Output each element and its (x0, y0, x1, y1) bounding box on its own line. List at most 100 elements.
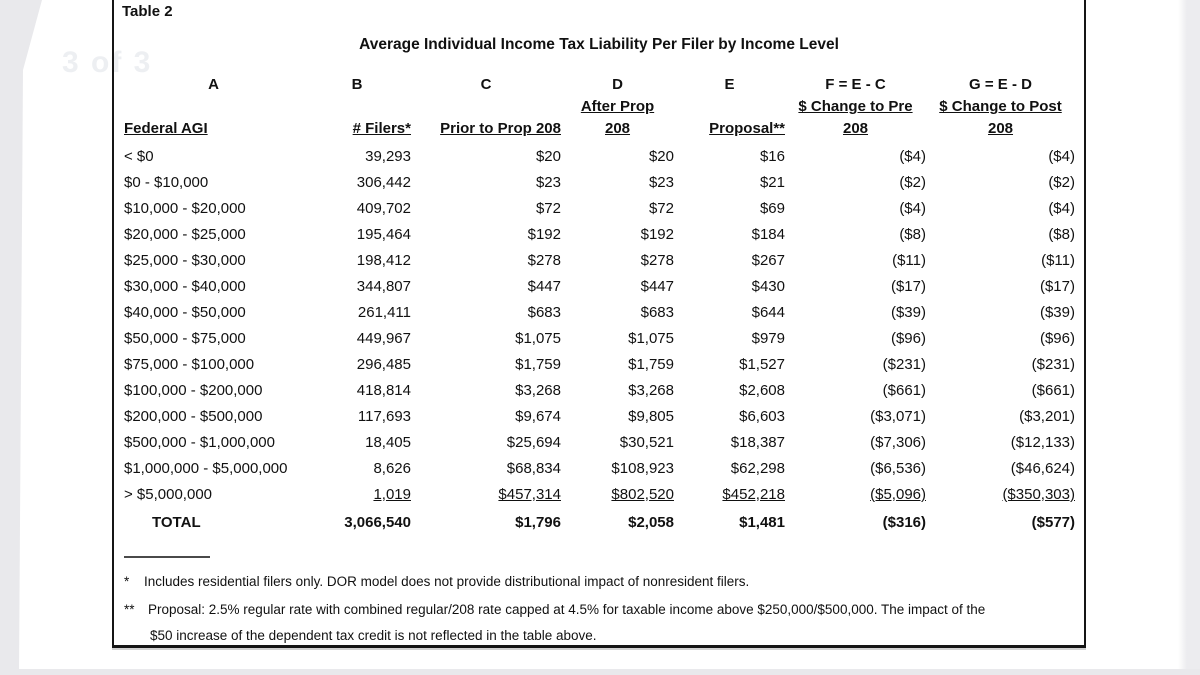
cell-change-post: ($12,133) (1010, 434, 1075, 451)
total-prior: $1,796 (515, 514, 561, 531)
cell-filers: 39,293 (365, 148, 411, 165)
cell-change-post: ($8) (1048, 226, 1075, 243)
cell-filers: 418,814 (356, 382, 411, 399)
header-line: After Prop (580, 98, 655, 115)
footnote-residential-filers: * Includes residential filers only. DOR … (124, 572, 749, 592)
cell-after: $3,268 (628, 382, 674, 399)
table-row: $50,000 - $75,000 449,967 $1,075 $1,075 $979… (114, 326, 1084, 352)
cell-agi: $500,000 - $1,000,000 (124, 434, 275, 451)
page-count-watermark: 3 of 3 (62, 46, 153, 79)
cell-agi: $10,000 - $20,000 (124, 200, 246, 217)
cell-after: $20 (648, 148, 674, 165)
cell-filers: 117,693 (357, 408, 411, 425)
footnote-text: $50 increase of the dependent tax credit… (150, 628, 597, 643)
cell-agi: $0 - $10,000 (124, 174, 209, 191)
cell-change-post: ($231) (1031, 356, 1075, 373)
footnote-separator (124, 556, 210, 558)
cell-change-pre: ($11) (892, 252, 926, 269)
cell-proposal: $2,608 (739, 382, 785, 399)
footnote-proposal-line2: $50 increase of the dependent tax credit… (150, 626, 597, 646)
column-header-change-post: $ Change to Post 208 (926, 94, 1084, 140)
cell-after: $683 (640, 304, 674, 321)
header-line: Proposal** (709, 120, 785, 137)
cell-prior: $72 (535, 200, 561, 217)
column-header-federal-agi: Federal AGI (114, 94, 303, 140)
total-change-pre: ($316) (882, 514, 926, 531)
cell-filers: 261,411 (357, 304, 411, 321)
cell-prior: $278 (527, 252, 561, 269)
cell-agi: $200,000 - $500,000 (124, 408, 263, 425)
cell-agi: $40,000 - $50,000 (124, 304, 246, 321)
cell-agi: $30,000 - $40,000 (124, 278, 246, 295)
cell-after: $802,520 (611, 486, 674, 503)
cell-change-pre: ($5,096) (870, 486, 926, 503)
cell-change-post: ($2) (1048, 174, 1075, 191)
cell-prior: $192 (527, 226, 561, 243)
cell-agi: < $0 (124, 148, 154, 165)
cell-change-post: ($3,201) (1019, 408, 1075, 425)
cell-change-post: ($350,303) (1002, 486, 1075, 503)
table-label: Table 2 (122, 3, 173, 20)
column-letters-row: A B C D E F = E - C G = E - D (114, 72, 1084, 98)
cell-change-pre: ($8) (899, 226, 926, 243)
cell-after: $1,759 (628, 356, 674, 373)
cell-after: $72 (648, 200, 674, 217)
total-filers: 3,066,540 (344, 514, 411, 531)
footnote-marker: * (124, 574, 130, 589)
cell-change-pre: ($39) (890, 304, 926, 321)
cell-proposal: $16 (759, 148, 785, 165)
header-line: # Filers* (352, 120, 411, 137)
cell-proposal: $18,387 (730, 434, 785, 451)
column-letter: C (480, 76, 492, 93)
cell-change-post: ($96) (1039, 330, 1075, 347)
viewer-right-edge (1178, 0, 1200, 675)
column-header-change-pre: $ Change to Pre 208 (785, 94, 926, 140)
cell-filers: 195,464 (356, 226, 411, 243)
cell-change-pre: ($3,071) (870, 408, 926, 425)
cell-after: $447 (640, 278, 674, 295)
column-letter: F = E - C (825, 76, 886, 93)
cell-prior: $25,694 (506, 434, 561, 451)
total-proposal: $1,481 (739, 514, 785, 531)
column-header-proposal: Proposal** (674, 94, 785, 140)
cell-proposal: $69 (759, 200, 785, 217)
cell-change-post: ($4) (1048, 200, 1075, 217)
footnote-marker: ** (124, 602, 135, 617)
cell-change-post: ($39) (1039, 304, 1075, 321)
cell-proposal: $979 (751, 330, 785, 347)
table-row: $75,000 - $100,000 296,485 $1,759 $1,759 $1,… (114, 352, 1084, 378)
cell-after: $192 (640, 226, 674, 243)
cell-agi: $1,000,000 - $5,000,000 (124, 460, 288, 477)
cell-proposal: $430 (751, 278, 785, 295)
column-letter: D (612, 76, 623, 93)
table-row: $20,000 - $25,000 195,464 $192 $192 $184 ($8)… (114, 222, 1084, 248)
cell-change-pre: ($6,536) (870, 460, 926, 477)
cell-change-post: ($11) (1041, 252, 1075, 269)
cell-prior: $457,314 (498, 486, 561, 503)
cell-change-post: ($661) (1031, 382, 1075, 399)
column-header-after-prop208: After Prop 208 (561, 94, 674, 140)
viewer-bottom-edge (0, 669, 1200, 675)
cell-after: $23 (648, 174, 674, 191)
cell-filers: 296,485 (356, 356, 411, 373)
footnote-proposal-line1: ** Proposal: 2.5% regular rate with comb… (124, 600, 985, 620)
table-row: $0 - $10,000 306,442 $23 $23 $21 ($2) ($2) (114, 170, 1084, 196)
cell-filers: 8,626 (373, 460, 411, 477)
cell-prior: $9,674 (515, 408, 561, 425)
cell-prior: $20 (535, 148, 561, 165)
cell-prior: $683 (527, 304, 561, 321)
cell-after: $1,075 (628, 330, 674, 347)
total-after: $2,058 (628, 514, 674, 531)
table-box: Table 2 Average Individual Income Tax Li… (112, 0, 1086, 648)
cell-prior: $3,268 (515, 382, 561, 399)
column-letter: A (208, 76, 219, 93)
cell-after: $9,805 (628, 408, 674, 425)
cell-filers: 449,967 (356, 330, 411, 347)
column-letter: B (351, 76, 363, 93)
cell-prior: $23 (535, 174, 561, 191)
cell-proposal: $21 (759, 174, 785, 191)
header-row: Federal AGI # Filers* Prior to Prop 208 … (114, 94, 1084, 140)
table-row-over-5m: > $5,000,000 1,019 $457,314 $802,520 $452,21… (114, 482, 1084, 508)
cell-prior: $68,834 (506, 460, 561, 477)
cell-proposal: $267 (751, 252, 785, 269)
